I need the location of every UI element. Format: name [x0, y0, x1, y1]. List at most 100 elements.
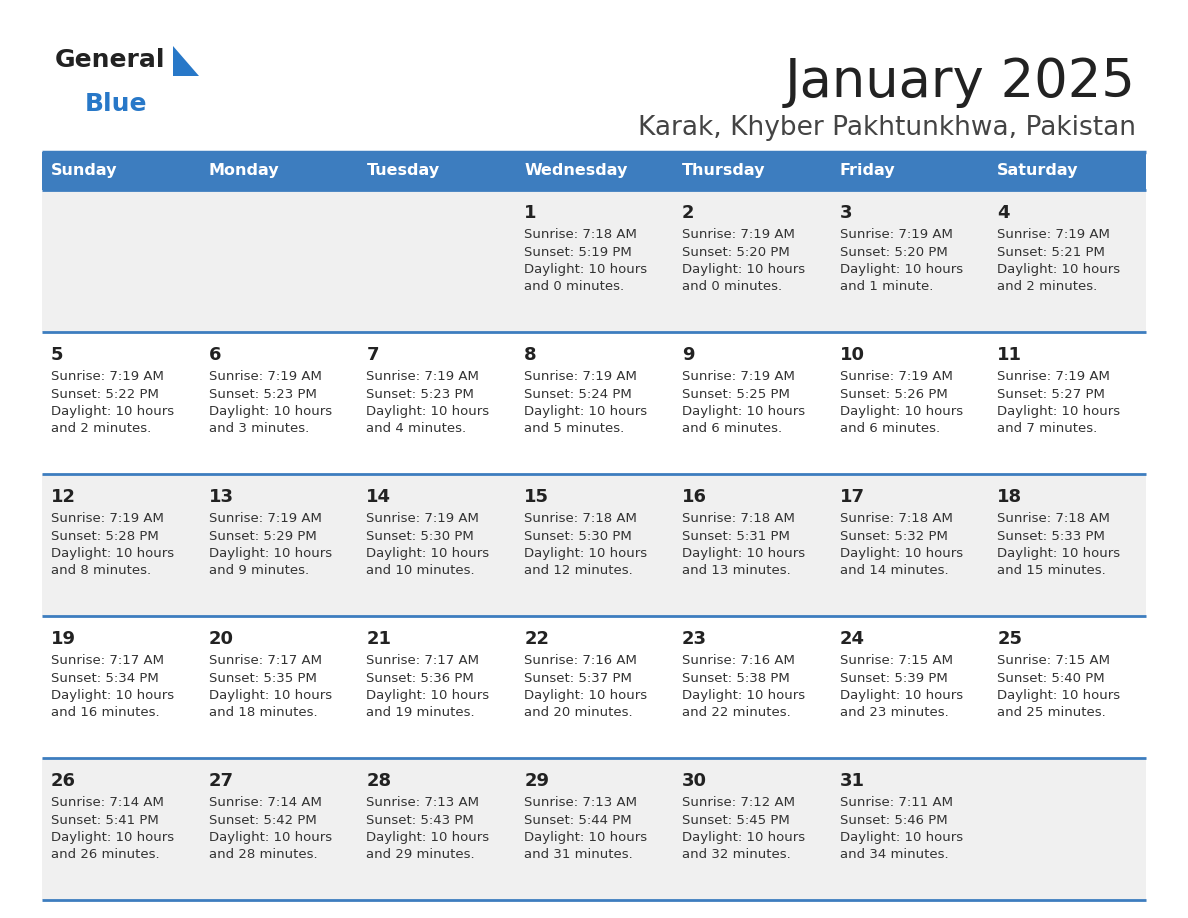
Text: Saturday: Saturday — [997, 163, 1079, 178]
Bar — [200, 332, 358, 474]
Text: 25: 25 — [997, 630, 1023, 648]
Text: Sunrise: 7:14 AM: Sunrise: 7:14 AM — [51, 796, 164, 809]
Text: Sunset: 5:43 PM: Sunset: 5:43 PM — [366, 813, 474, 826]
Text: Daylight: 10 hours: Daylight: 10 hours — [997, 263, 1120, 276]
Text: 26: 26 — [51, 772, 76, 790]
Text: 1: 1 — [524, 204, 537, 222]
Text: Sunrise: 7:19 AM: Sunrise: 7:19 AM — [51, 512, 164, 525]
Text: and 6 minutes.: and 6 minutes. — [840, 422, 940, 435]
Text: Sunrise: 7:19 AM: Sunrise: 7:19 AM — [840, 370, 953, 383]
Text: Daylight: 10 hours: Daylight: 10 hours — [209, 547, 331, 560]
Text: Sunrise: 7:19 AM: Sunrise: 7:19 AM — [840, 228, 953, 241]
Text: Sunset: 5:32 PM: Sunset: 5:32 PM — [840, 530, 948, 543]
Text: General: General — [55, 48, 165, 72]
Text: Monday: Monday — [209, 163, 279, 178]
Bar — [672, 474, 830, 616]
Text: and 7 minutes.: and 7 minutes. — [997, 422, 1098, 435]
Text: Daylight: 10 hours: Daylight: 10 hours — [524, 689, 647, 702]
Text: and 18 minutes.: and 18 minutes. — [209, 707, 317, 720]
Text: Wednesday: Wednesday — [524, 163, 627, 178]
Text: Daylight: 10 hours: Daylight: 10 hours — [366, 405, 489, 418]
Bar — [42, 474, 200, 616]
Text: Daylight: 10 hours: Daylight: 10 hours — [682, 547, 805, 560]
Text: Daylight: 10 hours: Daylight: 10 hours — [51, 689, 175, 702]
Text: Sunrise: 7:19 AM: Sunrise: 7:19 AM — [997, 228, 1110, 241]
Text: 24: 24 — [840, 630, 865, 648]
Text: Sunrise: 7:17 AM: Sunrise: 7:17 AM — [209, 654, 322, 667]
Text: Sunrise: 7:11 AM: Sunrise: 7:11 AM — [840, 796, 953, 809]
Text: Daylight: 10 hours: Daylight: 10 hours — [524, 547, 647, 560]
Text: Daylight: 10 hours: Daylight: 10 hours — [524, 831, 647, 844]
Bar — [200, 616, 358, 758]
Text: Daylight: 10 hours: Daylight: 10 hours — [840, 689, 962, 702]
Text: Tuesday: Tuesday — [366, 163, 440, 178]
Text: and 8 minutes.: and 8 minutes. — [51, 565, 151, 577]
Text: 19: 19 — [51, 630, 76, 648]
Text: and 32 minutes.: and 32 minutes. — [682, 848, 790, 861]
Bar — [988, 758, 1146, 900]
Text: Daylight: 10 hours: Daylight: 10 hours — [366, 547, 489, 560]
Text: and 20 minutes.: and 20 minutes. — [524, 707, 633, 720]
Text: Sunset: 5:46 PM: Sunset: 5:46 PM — [840, 813, 947, 826]
Text: Sunset: 5:27 PM: Sunset: 5:27 PM — [997, 387, 1105, 400]
Text: Sunrise: 7:12 AM: Sunrise: 7:12 AM — [682, 796, 795, 809]
Text: and 4 minutes.: and 4 minutes. — [366, 422, 467, 435]
Text: Sunset: 5:37 PM: Sunset: 5:37 PM — [524, 671, 632, 685]
Text: Daylight: 10 hours: Daylight: 10 hours — [51, 405, 175, 418]
Text: Daylight: 10 hours: Daylight: 10 hours — [840, 831, 962, 844]
Text: Sunrise: 7:19 AM: Sunrise: 7:19 AM — [682, 370, 795, 383]
Text: Sunrise: 7:14 AM: Sunrise: 7:14 AM — [209, 796, 322, 809]
Text: and 5 minutes.: and 5 minutes. — [524, 422, 625, 435]
Text: Sunrise: 7:19 AM: Sunrise: 7:19 AM — [366, 370, 479, 383]
Text: Daylight: 10 hours: Daylight: 10 hours — [682, 689, 805, 702]
Text: and 19 minutes.: and 19 minutes. — [366, 707, 475, 720]
Text: and 31 minutes.: and 31 minutes. — [524, 848, 633, 861]
Text: and 1 minute.: and 1 minute. — [840, 281, 933, 294]
Text: Sunset: 5:42 PM: Sunset: 5:42 PM — [209, 813, 316, 826]
Text: 12: 12 — [51, 488, 76, 506]
Text: Daylight: 10 hours: Daylight: 10 hours — [840, 547, 962, 560]
Text: Sunrise: 7:19 AM: Sunrise: 7:19 AM — [997, 370, 1110, 383]
Text: Sunrise: 7:19 AM: Sunrise: 7:19 AM — [524, 370, 637, 383]
Text: 6: 6 — [209, 346, 221, 364]
Text: Sunset: 5:36 PM: Sunset: 5:36 PM — [366, 671, 474, 685]
Text: 9: 9 — [682, 346, 694, 364]
Text: Daylight: 10 hours: Daylight: 10 hours — [840, 263, 962, 276]
Bar — [42, 332, 200, 474]
Text: 11: 11 — [997, 346, 1023, 364]
Text: Sunset: 5:31 PM: Sunset: 5:31 PM — [682, 530, 790, 543]
Text: Sunset: 5:19 PM: Sunset: 5:19 PM — [524, 245, 632, 259]
Bar — [358, 758, 516, 900]
Text: and 22 minutes.: and 22 minutes. — [682, 707, 790, 720]
Text: and 2 minutes.: and 2 minutes. — [997, 281, 1098, 294]
Text: Sunrise: 7:13 AM: Sunrise: 7:13 AM — [524, 796, 637, 809]
Text: Sunset: 5:20 PM: Sunset: 5:20 PM — [840, 245, 947, 259]
Text: Sunset: 5:25 PM: Sunset: 5:25 PM — [682, 387, 790, 400]
Text: Daylight: 10 hours: Daylight: 10 hours — [209, 689, 331, 702]
Text: Sunset: 5:41 PM: Sunset: 5:41 PM — [51, 813, 159, 826]
Text: Sunset: 5:23 PM: Sunset: 5:23 PM — [366, 387, 474, 400]
Text: Sunrise: 7:19 AM: Sunrise: 7:19 AM — [209, 370, 322, 383]
Bar — [830, 152, 988, 190]
Text: 20: 20 — [209, 630, 234, 648]
Bar — [988, 152, 1146, 190]
Text: and 3 minutes.: and 3 minutes. — [209, 422, 309, 435]
Text: Daylight: 10 hours: Daylight: 10 hours — [209, 831, 331, 844]
Text: Sunrise: 7:18 AM: Sunrise: 7:18 AM — [524, 228, 637, 241]
Text: 28: 28 — [366, 772, 392, 790]
Text: Sunrise: 7:18 AM: Sunrise: 7:18 AM — [524, 512, 637, 525]
Text: 30: 30 — [682, 772, 707, 790]
Text: 17: 17 — [840, 488, 865, 506]
Text: Sunrise: 7:18 AM: Sunrise: 7:18 AM — [682, 512, 795, 525]
Text: 29: 29 — [524, 772, 549, 790]
Text: Sunset: 5:20 PM: Sunset: 5:20 PM — [682, 245, 790, 259]
Text: and 6 minutes.: and 6 minutes. — [682, 422, 782, 435]
Bar — [200, 152, 358, 190]
Text: 3: 3 — [840, 204, 852, 222]
Text: 8: 8 — [524, 346, 537, 364]
Text: Daylight: 10 hours: Daylight: 10 hours — [682, 831, 805, 844]
Bar — [988, 616, 1146, 758]
Text: and 15 minutes.: and 15 minutes. — [997, 565, 1106, 577]
Text: 23: 23 — [682, 630, 707, 648]
Text: and 16 minutes.: and 16 minutes. — [51, 707, 159, 720]
